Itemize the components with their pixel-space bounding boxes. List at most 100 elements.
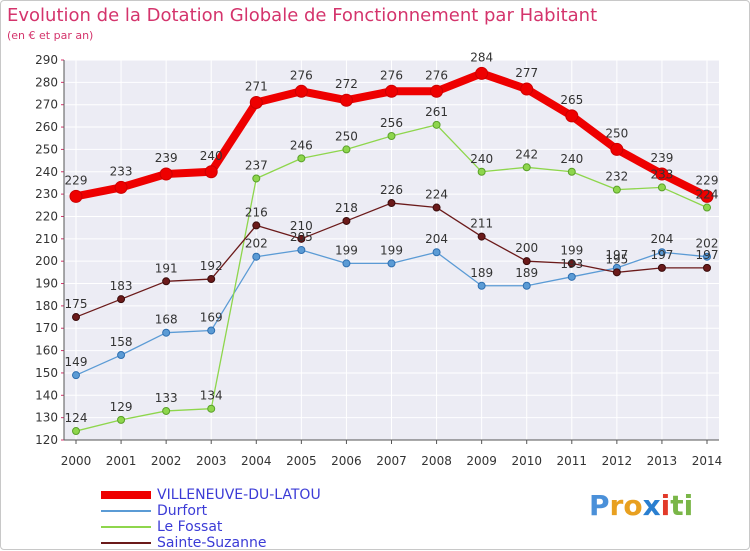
data-point-sainte-suzanne: [207, 275, 216, 284]
data-label-le-fossat: 246: [290, 138, 313, 152]
data-label-durfort: 204: [425, 232, 448, 246]
data-point-villeneuve: [610, 142, 624, 156]
data-label-sainte-suzanne: 183: [110, 279, 133, 293]
data-label-sainte-suzanne: 216: [245, 205, 268, 219]
data-point-villeneuve: [565, 109, 579, 123]
data-label-le-fossat: 237: [245, 158, 268, 172]
x-tick-label: 2007: [376, 454, 407, 468]
data-point-villeneuve: [385, 84, 398, 98]
logo-letter: i: [660, 489, 671, 522]
data-label-durfort: 205: [290, 230, 313, 244]
proxiti-logo: Proxiti: [589, 489, 693, 522]
data-point-sainte-suzanne: [342, 216, 351, 225]
y-tick-label: 270: [35, 98, 58, 112]
data-label-le-fossat: 233: [650, 167, 673, 181]
y-tick-label: 160: [35, 344, 58, 358]
data-point-durfort: [522, 281, 531, 290]
data-label-villeneuve: 240: [200, 149, 223, 163]
logo-letter: x: [642, 489, 661, 522]
data-point-sainte-suzanne: [432, 203, 441, 212]
x-tick-label: 2013: [647, 454, 678, 468]
data-label-durfort: 168: [155, 313, 178, 327]
legend-label-sainte-suzanne: Sainte-Suzanne: [157, 535, 267, 551]
y-tick-label: 180: [35, 299, 58, 313]
x-tick-label: 2014: [692, 454, 723, 468]
data-label-le-fossat: 134: [200, 389, 223, 403]
x-tick-label: 2008: [421, 454, 452, 468]
data-label-durfort: 193: [560, 257, 583, 271]
data-label-villeneuve: 284: [470, 50, 493, 64]
data-point-le-fossat: [117, 415, 126, 424]
data-point-villeneuve: [69, 189, 83, 203]
data-label-sainte-suzanne: 211: [470, 217, 493, 231]
y-tick-label: 200: [35, 254, 58, 268]
data-point-villeneuve: [430, 84, 444, 98]
data-label-villeneuve: 271: [245, 79, 268, 93]
data-point-villeneuve: [520, 82, 534, 96]
data-label-sainte-suzanne: 192: [200, 259, 223, 273]
y-tick-label: 220: [35, 209, 58, 223]
data-label-durfort: 204: [650, 232, 673, 246]
y-tick-label: 210: [35, 232, 58, 246]
logo-letter: P: [589, 489, 610, 522]
data-label-durfort: 189: [515, 266, 538, 280]
data-label-sainte-suzanne: 210: [290, 219, 313, 233]
data-point-durfort: [703, 252, 711, 261]
y-tick-label: 120: [35, 433, 58, 447]
data-point-durfort: [477, 281, 486, 290]
data-point-le-fossat: [387, 132, 396, 140]
data-label-durfort: 149: [65, 355, 88, 369]
data-point-le-fossat: [207, 404, 216, 413]
legend-swatch-le-fossat: [101, 526, 151, 528]
data-label-le-fossat: 261: [425, 105, 448, 119]
x-tick-label: 2010: [511, 454, 542, 468]
data-point-le-fossat: [612, 185, 621, 194]
y-tick-label: 140: [35, 388, 58, 402]
data-label-villeneuve: 277: [515, 66, 538, 80]
data-point-sainte-suzanne: [703, 263, 711, 272]
y-tick-label: 150: [35, 366, 58, 380]
data-label-le-fossat: 232: [605, 170, 628, 184]
data-label-sainte-suzanne: 218: [335, 201, 358, 215]
x-tick-label: 2009: [466, 454, 497, 468]
data-label-villeneuve: 272: [335, 77, 358, 91]
data-label-durfort: 158: [110, 335, 133, 349]
legend-label-le-fossat: Le Fossat: [157, 519, 223, 535]
data-label-villeneuve: 250: [605, 126, 628, 140]
data-label-durfort: 199: [380, 243, 403, 257]
logo-letter: o: [623, 489, 643, 522]
data-point-villeneuve: [159, 167, 173, 181]
data-point-durfort: [72, 371, 80, 380]
data-point-sainte-suzanne: [297, 234, 306, 243]
data-label-sainte-suzanne: 197: [650, 248, 673, 262]
data-label-villeneuve: 239: [155, 151, 178, 165]
y-tick-label: 230: [35, 187, 58, 201]
x-tick-label: 2002: [151, 454, 182, 468]
data-point-le-fossat: [162, 406, 171, 415]
data-point-villeneuve: [294, 84, 308, 98]
data-label-durfort: 189: [470, 266, 493, 280]
x-tick-label: 2003: [196, 454, 227, 468]
data-label-le-fossat: 133: [155, 391, 178, 405]
y-tick-label: 240: [35, 165, 58, 179]
data-point-durfort: [117, 351, 126, 360]
legend-swatch-villeneuve: [101, 491, 151, 499]
data-label-villeneuve: 233: [110, 164, 133, 178]
data-label-villeneuve: 239: [650, 151, 673, 165]
data-label-villeneuve: 276: [290, 68, 313, 82]
data-point-le-fossat: [522, 163, 531, 172]
data-label-durfort: 199: [335, 243, 358, 257]
data-label-durfort: 202: [696, 237, 719, 251]
data-point-durfort: [567, 272, 576, 281]
x-tick-label: 2011: [557, 454, 588, 468]
logo-letter: i: [683, 489, 694, 522]
data-point-le-fossat: [477, 167, 486, 176]
chart-title: Evolution de la Dotation Globale de Fonc…: [7, 5, 598, 26]
data-point-sainte-suzanne: [72, 313, 80, 322]
data-point-villeneuve: [475, 66, 489, 80]
data-label-villeneuve: 229: [65, 173, 88, 187]
data-point-durfort: [432, 248, 441, 257]
data-label-le-fossat: 242: [515, 147, 538, 161]
y-tick-label: 250: [35, 142, 58, 156]
